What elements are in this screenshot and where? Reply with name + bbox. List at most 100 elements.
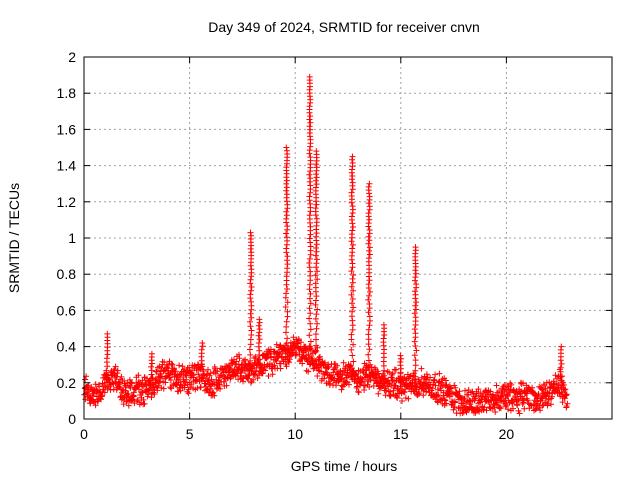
data-point — [182, 371, 189, 378]
data-point — [355, 389, 362, 396]
data-point — [276, 350, 283, 357]
data-point — [515, 407, 522, 414]
data-point — [207, 370, 214, 377]
data-point — [306, 295, 313, 302]
data-point — [348, 213, 355, 220]
data-point — [350, 272, 357, 278]
data-point — [535, 391, 542, 397]
data-point — [321, 375, 328, 382]
data-point — [392, 382, 399, 389]
data-point — [199, 340, 206, 346]
y-tick-label: 0.6 — [57, 302, 77, 318]
data-point — [347, 362, 354, 369]
data-point — [153, 383, 160, 390]
data-point — [307, 310, 314, 317]
data-point — [312, 252, 319, 259]
data-point — [562, 386, 569, 393]
data-point — [283, 323, 290, 330]
data-point — [252, 353, 259, 360]
data-point — [452, 399, 459, 406]
data-point — [307, 154, 314, 161]
data-point — [306, 116, 313, 123]
data-point — [478, 396, 485, 403]
data-point — [541, 382, 548, 389]
data-point — [283, 208, 290, 215]
data-point — [297, 357, 304, 364]
data-point — [544, 389, 551, 396]
data-point — [248, 327, 255, 334]
data-point — [314, 306, 321, 313]
data-point — [246, 346, 253, 353]
data-point — [443, 400, 450, 407]
axis-ticks — [83, 56, 612, 420]
data-point — [418, 365, 425, 372]
data-point — [334, 362, 341, 369]
data-point — [406, 373, 413, 380]
data-point — [340, 359, 347, 366]
data-point — [307, 290, 314, 297]
data-point — [312, 358, 319, 365]
data-point — [103, 367, 110, 374]
data-point — [284, 253, 291, 260]
data-point — [104, 330, 111, 337]
data-point — [299, 360, 306, 367]
data-point — [493, 382, 500, 389]
data-point — [256, 316, 263, 323]
data-point — [411, 310, 418, 317]
data-point — [246, 371, 253, 378]
data-point — [247, 276, 254, 283]
data-point — [366, 384, 373, 390]
data-point — [475, 386, 482, 393]
data-point — [286, 359, 292, 366]
data-point — [557, 364, 564, 371]
data-point — [101, 389, 108, 396]
data-point — [350, 287, 357, 294]
data-point — [307, 200, 314, 207]
data-point — [306, 171, 313, 178]
data-point — [350, 241, 356, 248]
data-point — [365, 357, 372, 364]
data-point — [365, 296, 372, 303]
data-point — [367, 288, 373, 295]
x-tick-label: 0 — [80, 426, 88, 442]
data-point — [361, 387, 368, 393]
data-point — [313, 336, 319, 343]
data-point — [123, 384, 129, 391]
x-tick-label: 5 — [186, 426, 194, 442]
data-point — [254, 375, 261, 382]
data-point — [524, 397, 531, 404]
data-point — [284, 191, 290, 198]
data-point — [92, 402, 99, 409]
data-point — [398, 377, 405, 384]
data-point — [169, 361, 176, 368]
data-point — [348, 331, 355, 338]
data-point — [483, 407, 490, 414]
data-point — [82, 376, 89, 383]
data-point — [497, 405, 504, 411]
data-point — [248, 284, 255, 290]
data-point — [283, 230, 289, 237]
data-point — [381, 372, 388, 379]
data-point — [307, 326, 314, 333]
data-point — [273, 358, 280, 364]
data-point — [380, 321, 387, 328]
data-point — [236, 355, 243, 362]
x-tick-labels: 0 5 10 15 20 — [80, 426, 514, 442]
data-point — [365, 200, 372, 207]
data-point — [130, 389, 137, 396]
data-point — [283, 187, 290, 194]
data-point — [247, 351, 254, 358]
data-point — [349, 227, 356, 234]
data-point — [313, 342, 320, 349]
y-tick-label: 0.2 — [57, 375, 77, 391]
data-point — [365, 183, 372, 190]
y-tick-label: 2 — [68, 49, 76, 65]
data-point — [172, 368, 179, 375]
data-point — [412, 367, 419, 374]
data-point — [413, 299, 420, 306]
data-point — [293, 349, 300, 356]
data-point — [313, 311, 320, 318]
data-point — [233, 358, 240, 365]
data-point — [162, 379, 169, 386]
data-point — [411, 382, 418, 388]
